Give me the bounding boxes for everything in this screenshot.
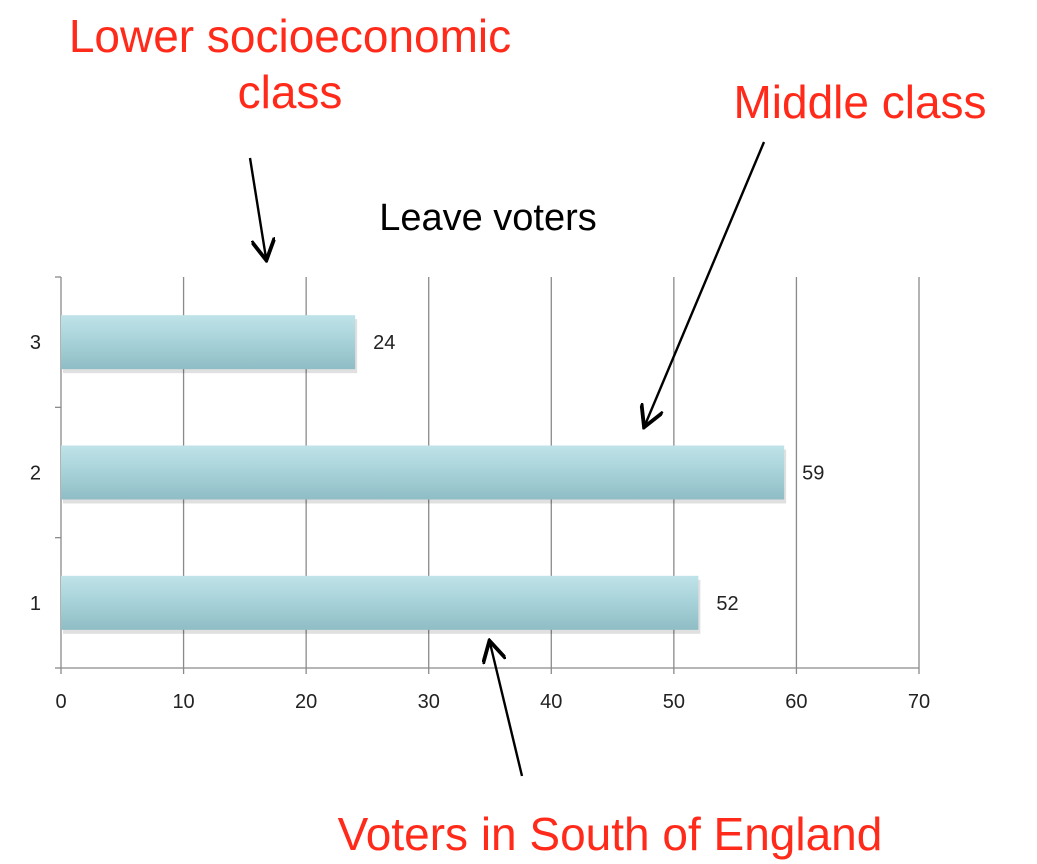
bar-value-label: 52 xyxy=(716,593,738,615)
annotation-line: Lower socioeconomic xyxy=(68,10,512,62)
annotation-arrow xyxy=(248,157,266,258)
bar-3 xyxy=(61,315,356,370)
x-tick-label: 50 xyxy=(663,691,685,713)
annotation-middle-class: Middle class xyxy=(690,74,1030,130)
x-tick-label: 20 xyxy=(295,691,317,713)
annotation-south-england: Voters in South of England xyxy=(270,806,950,862)
chart-title: Leave voters xyxy=(379,197,597,239)
bar-value-label: 24 xyxy=(373,332,395,354)
bar-1 xyxy=(61,575,699,630)
y-category-label: 2 xyxy=(30,463,41,485)
annotation-arrow xyxy=(490,643,524,777)
annotation-line: Voters in South of England xyxy=(337,808,883,860)
bar-2 xyxy=(61,445,785,500)
annotation-arrow xyxy=(645,141,766,425)
x-tick-label: 10 xyxy=(172,691,194,713)
x-tick-label: 30 xyxy=(418,691,440,713)
annotation-line: class xyxy=(237,66,343,118)
x-tick-label: 40 xyxy=(540,691,562,713)
x-tick-label: 60 xyxy=(785,691,807,713)
bar-value-label: 59 xyxy=(802,463,824,485)
x-tick-label: 70 xyxy=(908,691,930,713)
annotation-lower-socioeconomic: Lower socioeconomic class xyxy=(20,8,560,120)
x-tick-label: 0 xyxy=(55,691,66,713)
annotation-line: Middle class xyxy=(733,76,987,128)
y-category-label: 3 xyxy=(30,332,41,354)
y-category-label: 1 xyxy=(30,593,41,615)
